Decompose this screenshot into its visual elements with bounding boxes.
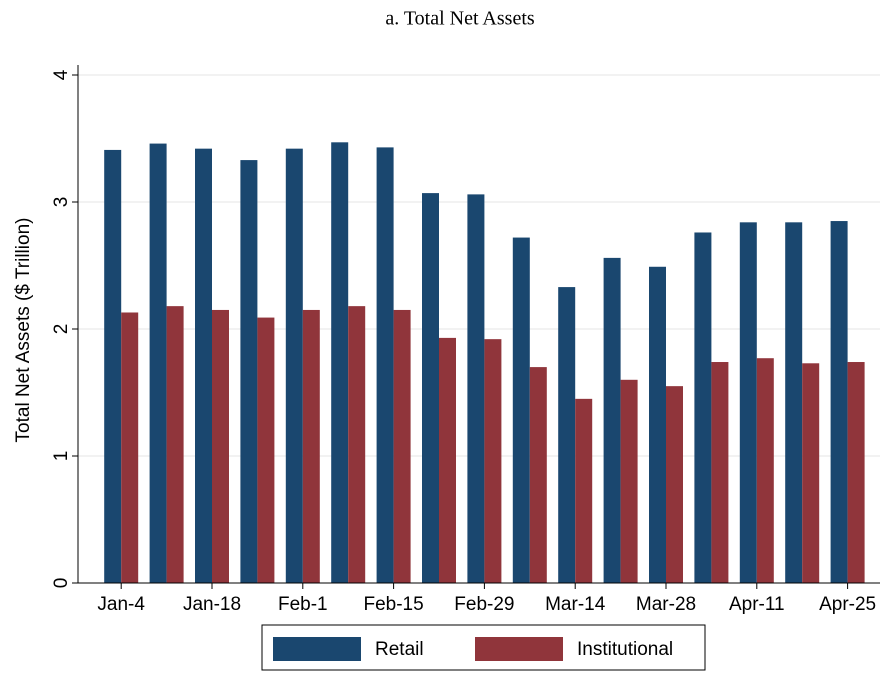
bar [694, 232, 712, 584]
legend-label: Institutional [577, 639, 673, 660]
bar [439, 337, 456, 583]
legend-swatch [273, 637, 361, 661]
bar [575, 398, 593, 583]
bar [529, 367, 547, 583]
x-tick-label: Feb-29 [454, 594, 514, 615]
x-tick-label: Jan-4 [97, 594, 145, 615]
x-tick-label: Apr-11 [729, 594, 785, 615]
bar [104, 149, 122, 583]
bar [802, 363, 820, 583]
bar [739, 222, 757, 583]
bar [830, 221, 848, 584]
bar [422, 193, 439, 584]
bar [711, 362, 729, 583]
bar [756, 358, 774, 583]
bar [620, 379, 638, 583]
bar [393, 309, 411, 583]
y-tick-label: 2 [51, 324, 72, 335]
bar [603, 257, 621, 583]
bar [166, 306, 184, 583]
x-tick-label: Mar-14 [545, 594, 606, 615]
bar [467, 194, 485, 583]
x-tick-label: Feb-1 [278, 594, 328, 615]
bar [240, 160, 258, 583]
bar [484, 339, 502, 583]
legend-swatch [475, 637, 563, 661]
chart-title: a. Total Net Assets [385, 8, 535, 30]
bar [257, 317, 275, 583]
bar [847, 362, 865, 583]
bar [285, 148, 303, 583]
x-tick-label: Mar-28 [636, 594, 696, 615]
bar [331, 142, 349, 583]
x-tick-label: Apr-25 [819, 594, 876, 615]
bar [785, 222, 803, 583]
bar [558, 287, 576, 583]
y-tick-label: 3 [51, 197, 72, 208]
y-tick-label: 0 [51, 578, 72, 589]
x-tick-label: Feb-15 [363, 594, 423, 615]
bar [649, 266, 666, 583]
legend-label: Retail [375, 639, 424, 660]
bar [121, 312, 139, 583]
bar [149, 143, 167, 583]
bar [302, 309, 320, 583]
y-tick-label: 1 [51, 451, 72, 462]
bar [376, 147, 394, 583]
bar [666, 386, 683, 583]
bar [348, 306, 366, 583]
x-tick-label: Jan-18 [183, 594, 241, 615]
bar [512, 237, 530, 583]
y-tick-label: 4 [51, 69, 72, 80]
y-axis-label: Total Net Assets ($ Trillion) [13, 218, 34, 443]
bar [195, 148, 212, 583]
bar [212, 309, 229, 583]
